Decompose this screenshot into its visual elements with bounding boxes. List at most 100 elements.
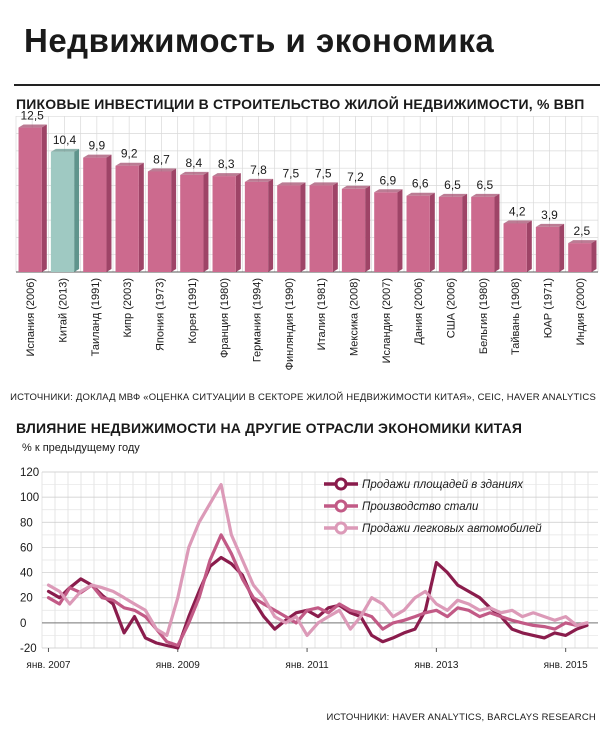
page-title: Недвижимость и экономика xyxy=(24,22,495,59)
bar xyxy=(406,195,430,272)
bar-side xyxy=(429,192,435,272)
bar-top xyxy=(212,173,241,177)
legend-label: Продажи площадей в зданиях xyxy=(362,479,524,491)
x-tick-label: янв. 2015 xyxy=(544,660,588,671)
bar-top xyxy=(309,182,338,186)
bar-top xyxy=(115,162,144,166)
bar-value-label: 7,5 xyxy=(315,166,332,180)
bar-side xyxy=(365,185,371,272)
bar-top xyxy=(503,220,532,224)
bar-side xyxy=(41,124,47,272)
bar-category-label: Бельгия (1980) xyxy=(478,278,490,354)
bar xyxy=(438,196,463,272)
bar-value-label: 6,9 xyxy=(379,173,396,187)
bar xyxy=(115,165,139,272)
bar-category-label: Германия (1994) xyxy=(252,278,264,362)
bar-value-label: 6,6 xyxy=(412,177,429,191)
bar-value-label: 3,9 xyxy=(541,208,558,222)
bar-top xyxy=(535,223,565,227)
bar-side xyxy=(106,154,112,272)
series-line xyxy=(46,483,589,638)
bar-value-label: 8,3 xyxy=(218,157,235,171)
bar-top xyxy=(341,185,371,189)
bar-value-label: 6,5 xyxy=(444,178,461,192)
line-chart-title: ВЛИЯНИЕ НЕДВИЖИМОСТИ НА ДРУГИЕ ОТРАСЛИ Э… xyxy=(16,420,523,436)
y-tick-label: 100 xyxy=(20,492,39,504)
bar-top xyxy=(50,148,80,152)
bar-top xyxy=(374,189,403,193)
series-line xyxy=(46,533,589,648)
bar-category-label: Дания (2006) xyxy=(413,278,425,345)
bar xyxy=(568,243,592,272)
y-tick-label: 40 xyxy=(20,568,33,580)
bar-category-label: Япония (1973) xyxy=(155,278,167,351)
series-line xyxy=(46,555,589,650)
bar-value-label: 6,5 xyxy=(476,178,493,192)
x-tick-label: янв. 2009 xyxy=(156,660,200,671)
bar xyxy=(471,196,495,272)
bar xyxy=(18,127,42,272)
bar-value-label: 10,4 xyxy=(53,133,77,147)
bar-side xyxy=(494,193,500,272)
bar-chart-source: ИСТОЧНИКИ: ДОКЛАД МВФ «ОЦЕНКА СИТУАЦИИ В… xyxy=(10,392,596,403)
y-tick-label: 80 xyxy=(20,517,33,529)
bar-category-label: Франция (1980) xyxy=(219,278,231,358)
bar-value-label: 7,2 xyxy=(347,170,364,184)
bar xyxy=(244,181,269,272)
bar-side xyxy=(559,223,565,272)
bar-top xyxy=(277,182,306,186)
bar-category-label: ЮАР (1971) xyxy=(543,278,555,338)
bar xyxy=(341,188,366,272)
bar-top xyxy=(471,193,500,197)
x-tick-label: янв. 2007 xyxy=(26,660,70,671)
bar xyxy=(374,192,398,272)
bar-side xyxy=(462,193,468,272)
bar-top xyxy=(180,171,209,175)
bar-value-label: 7,8 xyxy=(250,163,267,177)
bar-side xyxy=(591,240,597,272)
x-tick-label: янв. 2013 xyxy=(414,660,458,671)
bar xyxy=(180,174,204,272)
bar-side xyxy=(203,171,209,272)
bar-side xyxy=(74,148,80,272)
title-rule xyxy=(14,84,600,86)
bar xyxy=(503,223,527,272)
bar-value-label: 2,5 xyxy=(573,224,590,238)
bar xyxy=(50,151,75,272)
bar xyxy=(83,157,107,272)
bar xyxy=(212,176,236,272)
bar-category-label: Мексика (2008) xyxy=(349,278,361,356)
bar xyxy=(277,185,301,272)
y-tick-label: 20 xyxy=(20,593,33,605)
bar-value-label: 8,7 xyxy=(153,152,170,166)
bar-side xyxy=(332,182,338,272)
bar-side xyxy=(138,162,144,272)
bar-category-label: Китай (2013) xyxy=(58,278,70,343)
bar xyxy=(147,171,172,272)
y-tick-label: -20 xyxy=(20,643,37,655)
y-tick-label: 0 xyxy=(20,618,26,630)
bar-value-label: 9,9 xyxy=(88,139,105,153)
bar xyxy=(535,226,560,272)
bar-category-label: Испания (2006) xyxy=(25,278,37,357)
bar-value-label: 8,4 xyxy=(185,156,202,170)
bar xyxy=(309,185,333,272)
bar-side xyxy=(300,182,306,272)
bar-top xyxy=(244,178,274,182)
bar-side xyxy=(526,220,532,272)
bar-top xyxy=(83,154,112,158)
legend-marker xyxy=(334,499,348,513)
bar-top xyxy=(568,240,597,244)
line-chart-ylabel: % к предыдущему году xyxy=(22,442,140,454)
bar-category-label: Финляндия (1990) xyxy=(284,278,296,370)
bar-category-label: Корея (1991) xyxy=(187,278,199,344)
bar-top xyxy=(438,193,468,197)
bar-value-label: 12,5 xyxy=(20,109,44,123)
y-tick-label: 60 xyxy=(20,542,33,554)
bar-side xyxy=(235,173,241,272)
bar-category-label: Италия (1981) xyxy=(316,278,328,350)
bar-category-label: Таиланд (1991) xyxy=(90,278,102,356)
